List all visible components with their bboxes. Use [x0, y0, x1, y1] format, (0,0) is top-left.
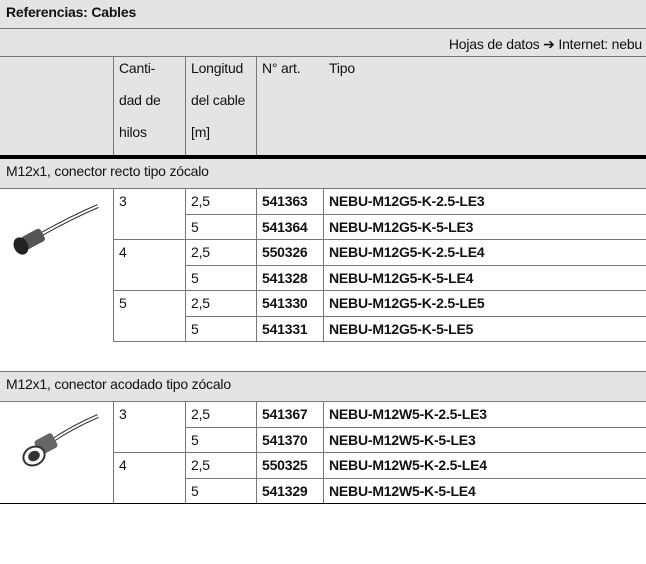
column-header: Longitud [191, 60, 244, 76]
rule [113, 56, 114, 156]
cable-type: NEBU-M12G5-K-5-LE3 [329, 218, 474, 235]
rule [0, 56, 646, 57]
cable-length: 2,5 [191, 193, 210, 209]
rule [256, 56, 257, 156]
cable-type: NEBU-M12W5-K-5-LE4 [329, 482, 476, 499]
cable-type: NEBU-M12G5-K-5-LE5 [329, 320, 474, 337]
cable-length: 5 [191, 482, 199, 499]
article-number: 541364 [262, 218, 308, 235]
rule [185, 315, 646, 317]
rule [323, 402, 324, 504]
column-header: dad de [119, 92, 161, 108]
cable-type: NEBU-M12W5-K-2.5-LE3 [329, 406, 487, 422]
cable-length: 2,5 [191, 406, 210, 422]
column-header: del cable [191, 92, 246, 108]
rule [185, 402, 186, 504]
column-header: Tipo [329, 60, 355, 76]
article-number: 541330 [262, 295, 308, 311]
rule [185, 189, 186, 342]
cable-length: 5 [191, 269, 199, 286]
cable-type: NEBU-M12W5-K-2.5-LE4 [329, 457, 487, 473]
rule [185, 477, 646, 479]
article-number: 541370 [262, 431, 308, 448]
rule [113, 290, 646, 291]
article-number: 541363 [262, 193, 308, 209]
title: Referencias: Cables [6, 4, 137, 20]
rule [113, 341, 646, 342]
cable-type: NEBU-M12G5-K-2.5-LE5 [329, 295, 485, 311]
article-number: 550326 [262, 244, 308, 260]
column-header: [m] [191, 124, 210, 140]
section-title: M12x1, conector acodado tipo zócalo [0, 372, 646, 401]
wire-count: 4 [119, 244, 127, 260]
article-number: 541331 [262, 320, 308, 337]
rule [113, 402, 114, 504]
cable-type: NEBU-M12G5-K-2.5-LE4 [329, 244, 485, 260]
rule [185, 213, 646, 215]
rule [113, 452, 646, 453]
article-number: 541367 [262, 406, 308, 422]
cable-type: NEBU-M12G5-K-5-LE4 [329, 269, 474, 286]
straight-connector-icon [13, 204, 99, 255]
rule [185, 426, 646, 428]
rule [185, 264, 646, 266]
section-title: M12x1, conector recto tipo zócalo [0, 159, 646, 188]
article-number: 550325 [262, 457, 308, 473]
wire-count: 3 [119, 193, 127, 209]
rule [0, 188, 646, 189]
cable-length: 2,5 [191, 244, 210, 260]
wire-count: 5 [119, 295, 127, 311]
angled-connector-icon [22, 414, 99, 467]
header-band [0, 0, 646, 156]
cable-length: 2,5 [191, 295, 210, 311]
cable-type: NEBU-M12G5-K-2.5-LE3 [329, 193, 485, 209]
cable-length: 5 [191, 431, 199, 448]
column-header: hilos [119, 124, 147, 140]
wire-count: 4 [119, 457, 127, 473]
cable-length: 5 [191, 218, 199, 235]
article-number: 541329 [262, 482, 308, 499]
rule [113, 239, 646, 240]
column-header: N° art. [262, 60, 301, 76]
wire-count: 3 [119, 406, 127, 422]
rule [256, 402, 257, 504]
column-header: Canti- [119, 60, 156, 76]
rule [113, 189, 114, 342]
rule [0, 371, 646, 372]
article-number: 541328 [262, 269, 308, 286]
cable-length: 2,5 [191, 457, 210, 473]
note: Hojas de datos ➔ Internet: nebu [448, 36, 642, 52]
rule [256, 189, 257, 342]
rule [0, 155, 646, 159]
rule [0, 28, 646, 29]
rule [323, 189, 324, 342]
cable-type: NEBU-M12W5-K-5-LE3 [329, 431, 476, 448]
rule [0, 401, 646, 402]
cable-length: 5 [191, 320, 199, 337]
rule [185, 56, 186, 156]
rule [0, 503, 646, 504]
